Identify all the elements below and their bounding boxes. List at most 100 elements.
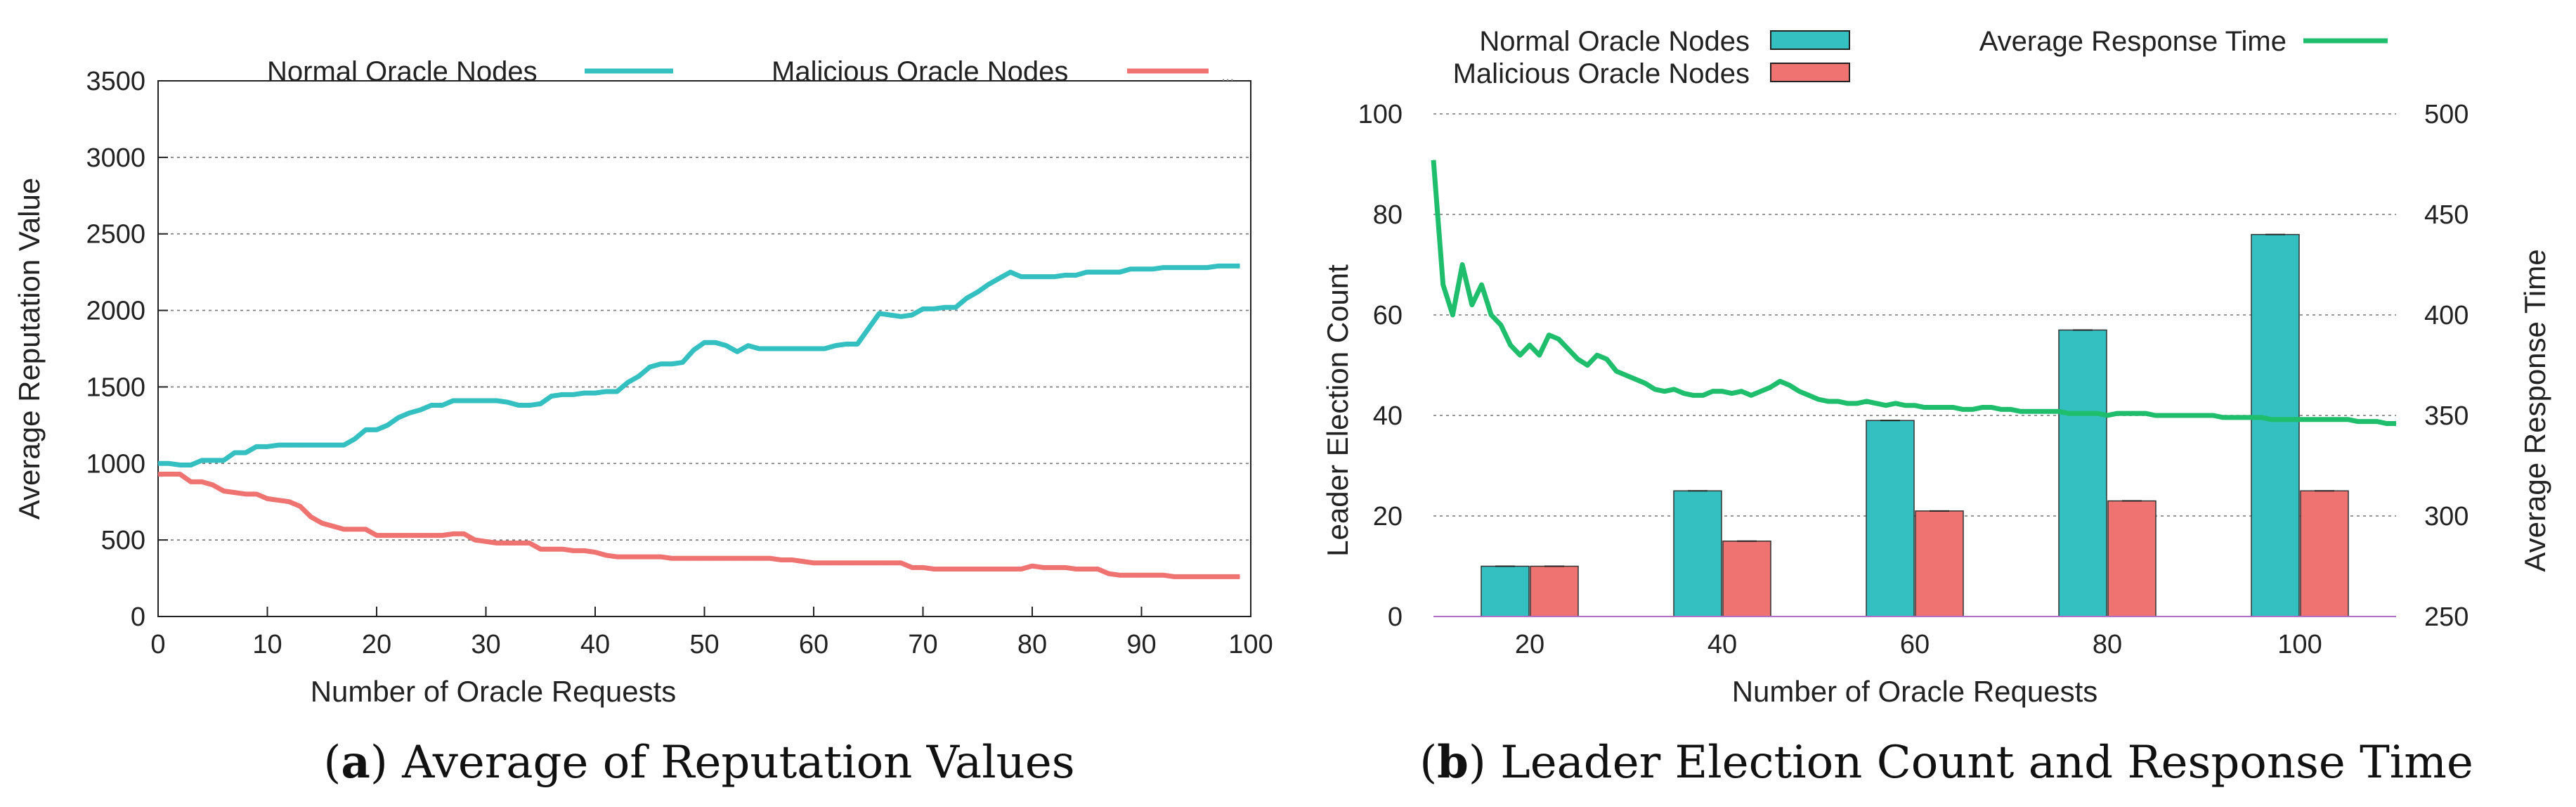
a-point-normal-39 [583, 392, 585, 394]
b-point-response-72 [2029, 411, 2031, 412]
a-point-normal-82 [1053, 276, 1055, 278]
caption-a: (a) Average of Reputation Values [323, 736, 1074, 789]
a-point-malicious-39 [583, 550, 585, 551]
a-point-malicious-55 [758, 557, 760, 559]
b-x-tick-20: 20 [1515, 630, 1544, 659]
a-point-malicious-93 [1173, 576, 1175, 577]
a-point-normal-80 [1032, 276, 1033, 278]
a-point-malicious-98 [1228, 576, 1230, 577]
b-point-response-71 [2020, 411, 2022, 412]
a-point-malicious-21 [387, 535, 389, 536]
b-point-response-48 [1799, 391, 1800, 392]
b-point-response-75 [2059, 411, 2060, 412]
b-x-axis-label: Number of Oracle Requests [1732, 675, 2098, 708]
b-point-response-32 [1644, 382, 1646, 384]
b-bar-normal-40 [1673, 490, 1722, 617]
b-point-response-99 [2289, 419, 2291, 420]
b-y-tick-right-450: 450 [2424, 200, 2468, 230]
a-legend-trailing-mark: ... [1221, 67, 1234, 84]
a-point-malicious-63 [846, 562, 847, 564]
b-bar-malicious-100 [2300, 490, 2349, 617]
a-point-malicious-62 [835, 562, 836, 564]
b-point-response-27 [1596, 354, 1598, 356]
a-series-normal-line [158, 263, 1240, 467]
a-point-malicious-23 [409, 535, 410, 536]
a-point-malicious-92 [1163, 574, 1164, 576]
b-point-response-61 [1924, 407, 1925, 408]
b-point-response-57 [1885, 405, 1887, 406]
b-point-response-109 [2386, 422, 2387, 424]
a-point-normal-65 [868, 328, 869, 330]
a-point-malicious-90 [1141, 574, 1142, 576]
b-point-response-101 [2309, 419, 2310, 420]
b-bar-malicious-40 [1722, 541, 1771, 617]
a-y-ticks: 0 500 1000 1500 2000 2500 3000 3500 [86, 67, 168, 632]
caption-b: (b) Leader Election Count and Response T… [1419, 736, 2473, 789]
a-point-malicious-69 [911, 567, 913, 568]
b-point-response-81 [2116, 413, 2118, 414]
b-legend-normal-label: Normal Oracle Nodes [1479, 26, 1750, 57]
b-y-ticks-left: 0 20 40 60 80 100 [1358, 100, 1403, 632]
a-gridlines [158, 157, 1251, 541]
a-y-tick-1500: 1500 [86, 373, 145, 402]
b-point-response-98 [2280, 419, 2282, 420]
a-x-tick-60: 60 [799, 630, 828, 659]
a-point-normal-50 [704, 342, 705, 343]
a-point-normal-68 [900, 316, 902, 317]
a-point-normal-93 [1173, 267, 1175, 269]
b-bar-normal-100 [2251, 233, 2300, 617]
b-y-axis-label-left: Leader Election Count [1321, 264, 1354, 557]
a-point-malicious-47 [671, 557, 672, 559]
b-bars [1481, 233, 2349, 617]
a-point-normal-48 [682, 362, 683, 363]
b-legend-malicious-label: Malicious Oracle Nodes [1453, 58, 1750, 89]
a-point-normal-13 [299, 444, 301, 446]
b-legend-normal-swatch [1770, 30, 1850, 50]
b-point-response-96 [2260, 417, 2262, 418]
a-x-tick-80: 80 [1017, 630, 1047, 659]
b-point-response-43 [1750, 394, 1752, 396]
a-point-malicious-56 [769, 557, 771, 559]
a-point-malicious-49 [693, 557, 694, 559]
b-point-response-40 [1722, 391, 1723, 392]
a-point-normal-72 [944, 306, 946, 308]
b-point-response-54 [1856, 403, 1858, 404]
a-point-malicious-35 [540, 548, 541, 550]
a-x-ticks: 0 10 20 30 40 50 60 70 80 90 100 [150, 607, 1273, 659]
b-point-response-102 [2318, 419, 2320, 420]
b-y-tick-right-350: 350 [2424, 401, 2468, 431]
b-point-response-95 [2251, 417, 2252, 418]
b-legend: Normal Oracle Nodes Malicious Oracle Nod… [1453, 26, 2388, 89]
a-point-malicious-96 [1206, 576, 1208, 577]
b-point-response-100 [2299, 419, 2301, 420]
a-point-malicious-65 [868, 562, 869, 564]
b-y-tick-60: 60 [1373, 301, 1403, 330]
a-point-malicious-15 [321, 522, 323, 524]
b-point-response-108 [2376, 421, 2378, 422]
a-point-normal-96 [1206, 267, 1208, 269]
b-point-response-59 [1904, 405, 1906, 406]
a-point-normal-66 [878, 313, 880, 314]
b-x-tick-40: 40 [1707, 630, 1737, 659]
a-point-normal-34 [529, 405, 531, 406]
b-bar-malicious-20 [1530, 565, 1579, 617]
a-legend-normal-label: Normal Oracle Nodes [267, 56, 538, 87]
a-legend: Normal Oracle Nodes Malicious Oracle Nod… [267, 56, 1234, 87]
a-point-malicious-48 [682, 557, 683, 559]
b-series-points [1433, 160, 2397, 424]
a-point-normal-45 [649, 366, 651, 368]
b-bar-normal-20 [1481, 565, 1530, 617]
a-y-tick-1000: 1000 [86, 449, 145, 479]
a-x-tick-10: 10 [252, 630, 282, 659]
b-y-tick-100: 100 [1358, 100, 1403, 129]
a-point-normal-42 [616, 391, 618, 392]
b-x-tick-80: 80 [2093, 630, 2122, 659]
a-point-normal-47 [671, 363, 672, 365]
b-y-ticks-right: 250 300 350 400 450 500 [2424, 100, 2468, 632]
a-point-malicious-89 [1130, 574, 1131, 576]
b-point-response-97 [2270, 419, 2272, 420]
a-y-tick-500: 500 [101, 526, 145, 555]
a-point-malicious-82 [1053, 567, 1055, 568]
b-x-tick-60: 60 [1900, 630, 1930, 659]
a-point-malicious-12 [289, 501, 290, 503]
